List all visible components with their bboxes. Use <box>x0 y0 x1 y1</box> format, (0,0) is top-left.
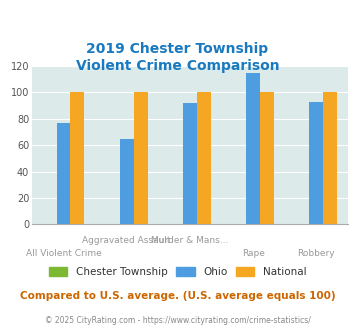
Text: © 2025 CityRating.com - https://www.cityrating.com/crime-statistics/: © 2025 CityRating.com - https://www.city… <box>45 316 310 325</box>
Bar <box>197 92 211 224</box>
Bar <box>323 92 337 224</box>
Bar <box>134 92 148 224</box>
Text: All Violent Crime: All Violent Crime <box>26 249 102 258</box>
Bar <box>120 139 134 224</box>
Legend: Chester Township, Ohio, National: Chester Township, Ohio, National <box>45 263 310 281</box>
Bar <box>309 102 323 224</box>
Text: Compared to U.S. average. (U.S. average equals 100): Compared to U.S. average. (U.S. average … <box>20 291 335 301</box>
Bar <box>71 92 84 224</box>
Text: Robbery: Robbery <box>297 249 335 258</box>
Text: 2019 Chester Township: 2019 Chester Township <box>86 42 269 56</box>
Text: Murder & Mans...: Murder & Mans... <box>151 236 229 245</box>
Bar <box>56 123 71 224</box>
Text: Aggravated Assault: Aggravated Assault <box>82 236 171 245</box>
Bar <box>183 103 197 224</box>
Text: Violent Crime Comparison: Violent Crime Comparison <box>76 59 279 73</box>
Bar <box>246 73 260 224</box>
Bar <box>260 92 274 224</box>
Text: Rape: Rape <box>242 249 264 258</box>
